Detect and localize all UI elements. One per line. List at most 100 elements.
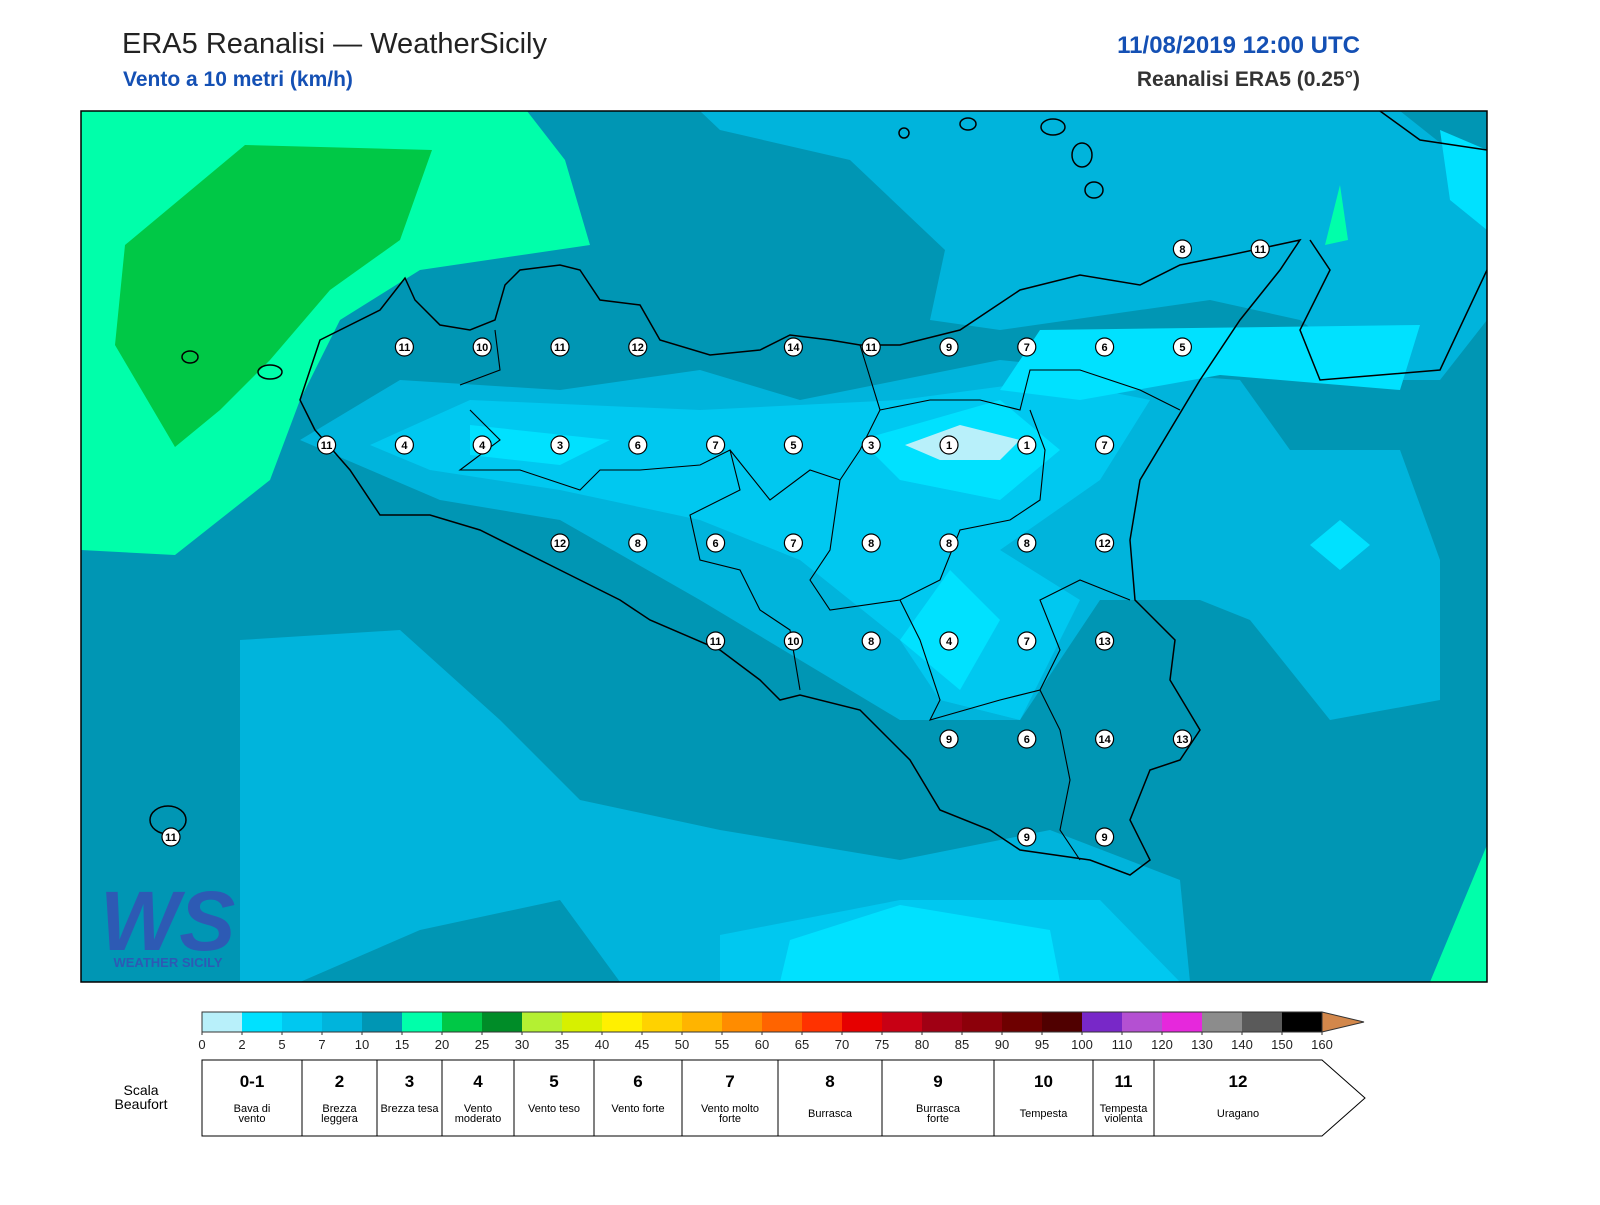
colorbar-tick-label: 80	[915, 1037, 929, 1052]
station-value: 14	[787, 342, 800, 354]
station-value: 9	[946, 734, 952, 746]
colorbar-swatch	[1202, 1012, 1242, 1032]
colorbar-swatch	[522, 1012, 562, 1032]
island	[257, 364, 283, 380]
station-marker	[394, 435, 414, 455]
datetime: 11/08/2019 12:00 UTC	[1117, 32, 1360, 59]
station-value: 9	[1024, 832, 1030, 844]
beaufort-description-box: Burrasca	[807, 1108, 853, 1120]
colorbar-swatch	[602, 1012, 642, 1032]
colorbar-tick-label: 160	[1311, 1037, 1333, 1052]
station-value: 7	[1024, 342, 1030, 354]
colorbar-swatch	[482, 1012, 522, 1032]
station-value: 11	[399, 342, 411, 354]
beaufort-description-box: Vento moderato	[454, 1104, 502, 1125]
colorbar-swatch	[1122, 1012, 1162, 1032]
station-marker	[1017, 729, 1037, 749]
beaufort-frame	[201, 1059, 1366, 1137]
colorbar-tick-label: 75	[875, 1037, 889, 1052]
beaufort-description: Vento molto forte	[700, 1104, 760, 1125]
colorbar-tick-label: 130	[1191, 1037, 1213, 1052]
beaufort-description: Vento moderato	[454, 1104, 502, 1125]
station-marker	[472, 435, 492, 455]
beaufort-description: Vento teso	[528, 1104, 580, 1115]
station-value: 8	[868, 538, 874, 550]
field	[240, 630, 1190, 982]
colorbar-tick-label: 65	[795, 1037, 809, 1052]
field	[115, 145, 432, 447]
station-value: 6	[1102, 342, 1108, 354]
station-value: 8	[635, 538, 641, 550]
station-marker	[783, 631, 804, 651]
field	[700, 111, 1487, 380]
beaufort-description-box: Bava di vento	[233, 1104, 271, 1125]
colorbar-tick-label: 30	[515, 1037, 529, 1052]
field	[905, 425, 1020, 460]
field	[1310, 520, 1370, 570]
colorbar-swatch	[282, 1012, 322, 1032]
station-marker	[861, 533, 881, 553]
logo-text: WEATHER SICILY	[113, 955, 222, 970]
station-marker	[628, 435, 648, 455]
colorbar-swatch	[922, 1012, 962, 1032]
beaufort-label-box: Scala Beaufort	[114, 1083, 168, 1112]
coastline	[1299, 111, 1487, 381]
beaufort-description-box: Burrasca forte	[916, 1104, 960, 1125]
station-value: 7	[713, 440, 719, 452]
beaufort-force: 3	[405, 1072, 414, 1091]
field	[1440, 130, 1487, 230]
colorbar-swatch	[882, 1012, 922, 1032]
station-marker	[1172, 239, 1193, 259]
colorbar-tick-label: 40	[595, 1037, 609, 1052]
colorbar-swatch	[202, 1012, 242, 1032]
beaufort-description: Bava di vento	[233, 1104, 271, 1125]
colorbar-swatch	[1282, 1012, 1322, 1032]
station-value: 7	[790, 538, 796, 550]
beaufort-description: Vento forte	[611, 1104, 665, 1115]
station-value: 9	[1102, 832, 1108, 844]
colorbar-tick-label: 110	[1112, 1037, 1133, 1052]
colorbar-swatch	[642, 1012, 682, 1032]
colorbar: 0 2 5 7 10 15 20 25 30 35 40 45 50 55 60 65 70 75 80 85 90 95…	[198, 1011, 1365, 1052]
station-value: 1	[946, 440, 952, 452]
station-value: 11	[165, 832, 177, 844]
field	[780, 905, 1060, 982]
station-marker	[783, 337, 804, 357]
station-marker	[939, 435, 959, 455]
beaufort-label: Scala Beaufort	[114, 1083, 168, 1112]
field	[900, 570, 1000, 690]
station-marker	[550, 435, 570, 455]
beaufort-force: 7	[725, 1072, 734, 1091]
colorbar-swatch	[1082, 1012, 1122, 1032]
station-marker	[1094, 729, 1115, 749]
station-value: 5	[1179, 342, 1185, 354]
station-value: 4	[479, 440, 486, 452]
station-value: 7	[1102, 440, 1108, 452]
colorbar-swatch	[722, 1012, 762, 1032]
colorbar-tick-label: 95	[1035, 1037, 1049, 1052]
colorbar-swatch	[442, 1012, 482, 1032]
beaufort-force: 11	[1115, 1072, 1133, 1091]
colorbar-swatch	[1162, 1012, 1202, 1032]
beaufort-force: 0-1	[240, 1072, 265, 1091]
station-value: 11	[865, 342, 877, 354]
station-marker	[1172, 337, 1193, 357]
province-border	[458, 329, 1181, 861]
island	[898, 127, 910, 139]
station-value: 8	[1024, 538, 1030, 550]
station-value: 10	[787, 636, 799, 648]
station-value: 7	[1024, 636, 1030, 648]
source: Reanalisi ERA5 (0.25°)	[1137, 68, 1360, 91]
station-marker	[1094, 533, 1115, 553]
station-value: 12	[1098, 538, 1110, 550]
station-value: 8	[946, 538, 952, 550]
station-value: 4	[946, 636, 953, 648]
beaufort-description: Burrasca	[807, 1108, 853, 1120]
station-marker	[1017, 827, 1037, 847]
station-value: 11	[554, 342, 566, 354]
colorbar-tick-label: 35	[555, 1037, 569, 1052]
field	[470, 425, 610, 465]
station-value: 4	[401, 440, 408, 452]
